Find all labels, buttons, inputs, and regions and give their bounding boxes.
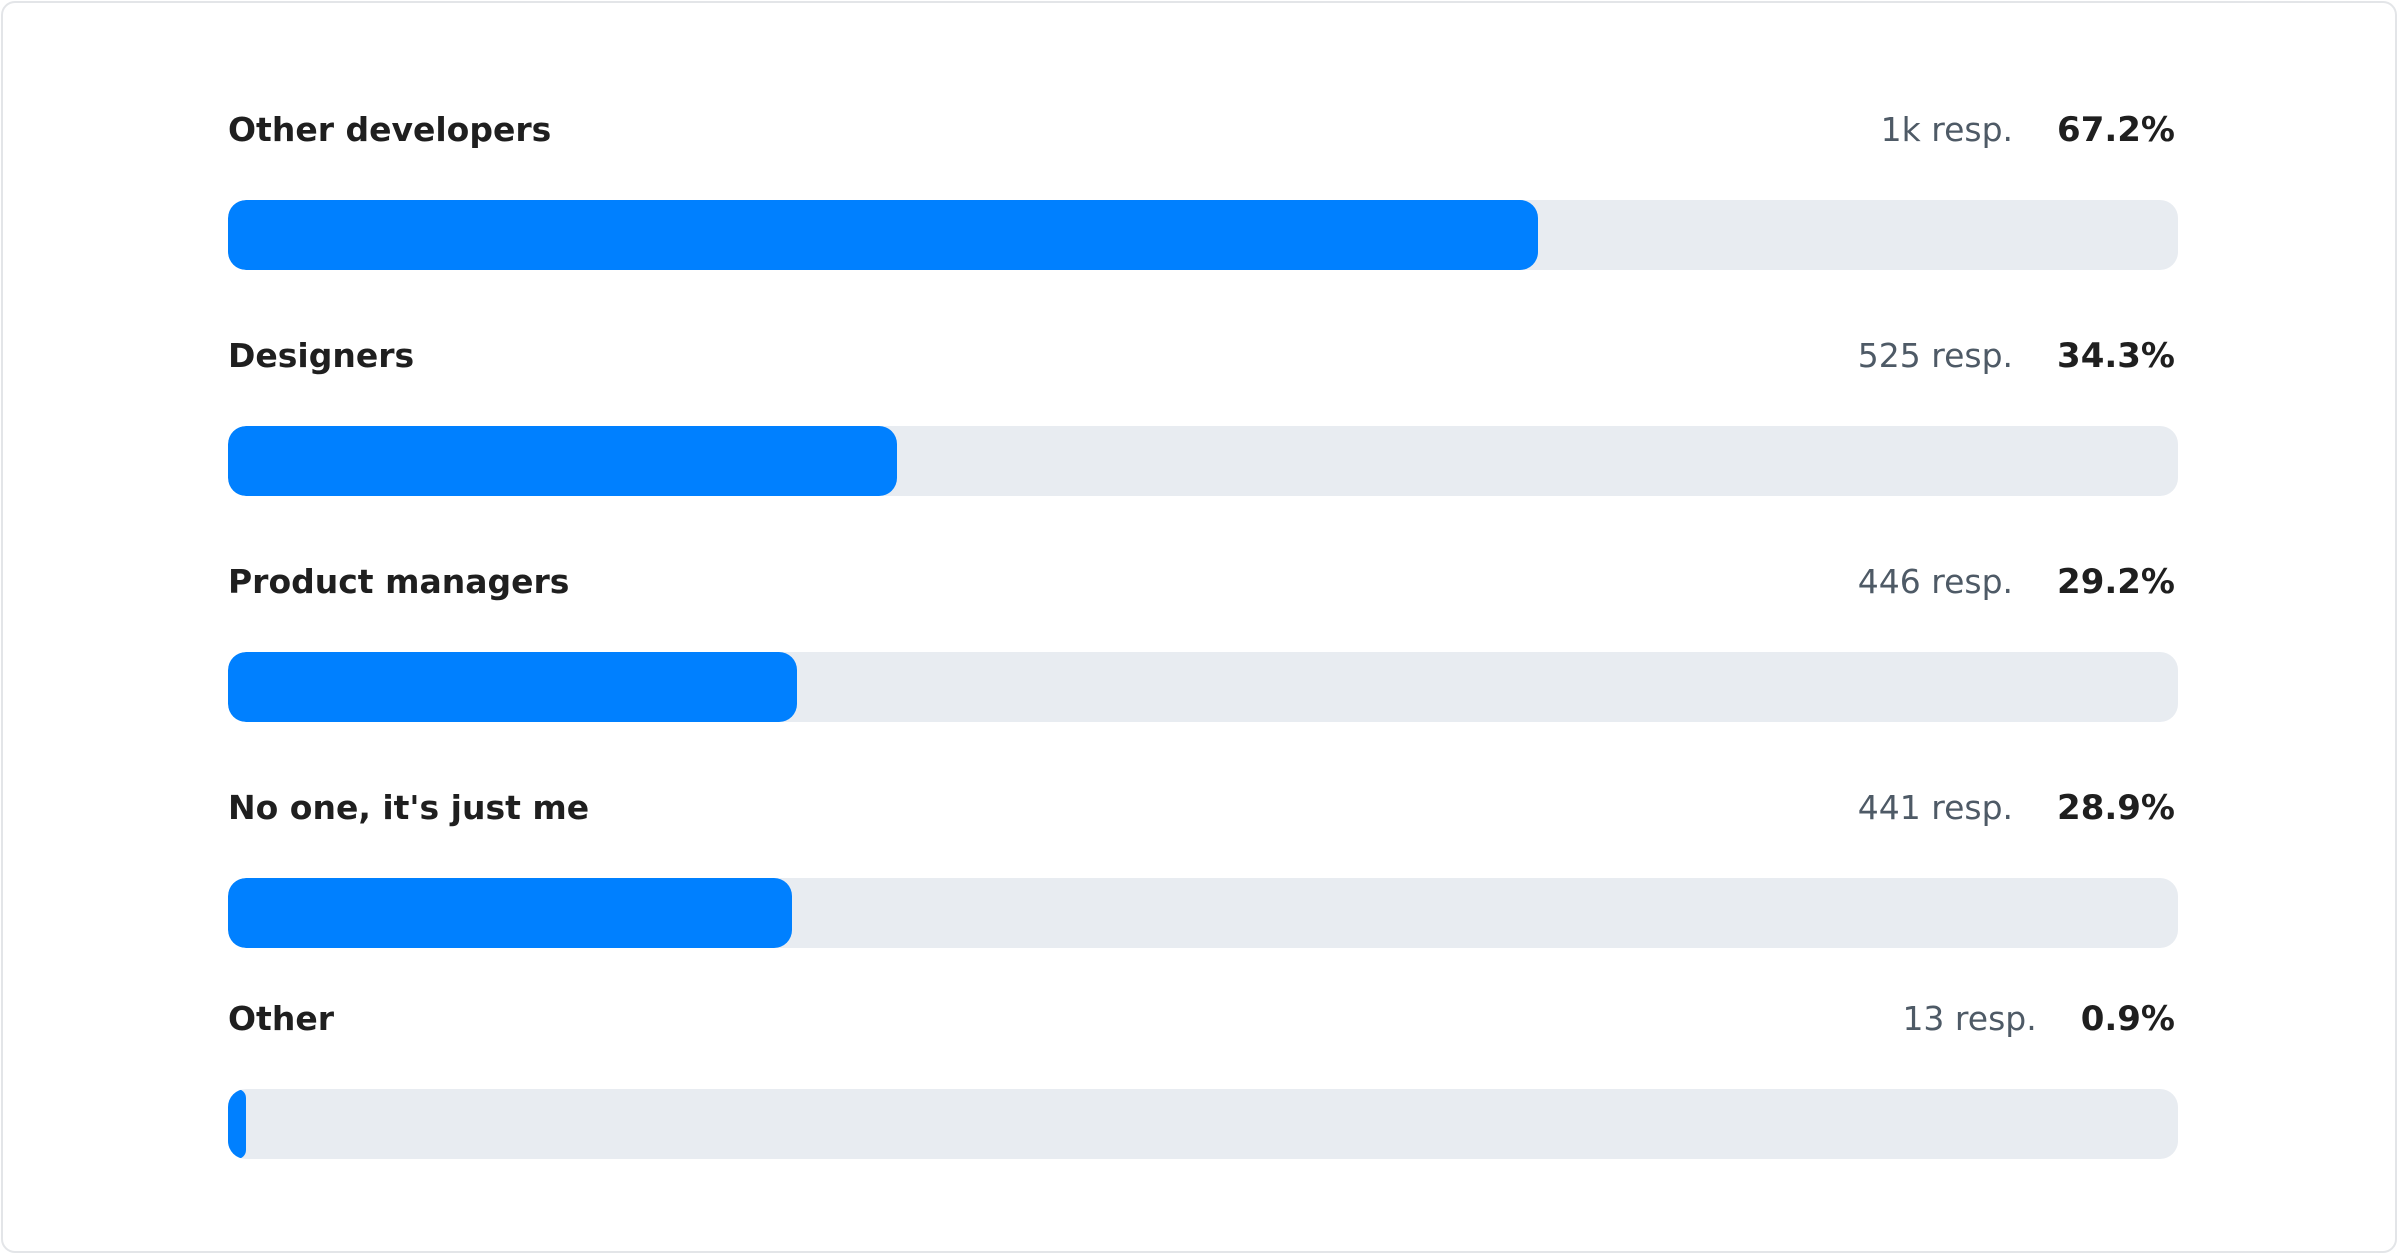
- bar-track: [228, 426, 2178, 496]
- percent-label: 67.2%: [2057, 110, 2175, 150]
- bar-meta: 446 resp. 29.2%: [1858, 558, 2175, 612]
- bar-row: Designers 525 resp. 34.3%: [228, 332, 2178, 496]
- bar-track: [228, 200, 2178, 270]
- bar-fill: [228, 1089, 246, 1159]
- bar-meta: 13 resp. 0.9%: [1902, 995, 2175, 1049]
- bar-fill: [228, 200, 1539, 270]
- percent-label: 28.9%: [2057, 788, 2175, 828]
- category-label: Other developers: [228, 110, 552, 149]
- bar-fill: [228, 652, 798, 722]
- category-label: Designers: [228, 336, 415, 375]
- percent-label: 0.9%: [2080, 999, 2175, 1039]
- bar-row: No one, it's just me 441 resp. 28.9%: [228, 784, 2178, 948]
- response-count: 13 resp.: [1902, 999, 2037, 1038]
- category-label: No one, it's just me: [228, 788, 590, 827]
- bar-meta: 441 resp. 28.9%: [1858, 784, 2175, 838]
- category-label: Product managers: [228, 562, 570, 601]
- bar-row: Other developers 1k resp. 67.2%: [228, 106, 2178, 270]
- bar-meta: 525 resp. 34.3%: [1858, 332, 2175, 386]
- bar-row: Product managers 446 resp. 29.2%: [228, 558, 2178, 722]
- bar-fill: [228, 878, 792, 948]
- response-count: 446 resp.: [1857, 562, 2014, 601]
- category-label: Other: [228, 999, 334, 1038]
- bar-track: [228, 652, 2178, 722]
- bar-track: [228, 878, 2178, 948]
- percent-label: 34.3%: [2057, 336, 2175, 376]
- bar-fill: [228, 426, 897, 496]
- percent-label: 29.2%: [2057, 562, 2175, 602]
- bar-meta: 1k resp. 67.2%: [1881, 106, 2175, 160]
- response-count: 525 resp.: [1857, 336, 2014, 375]
- bar-row: Other 13 resp. 0.9%: [228, 995, 2178, 1159]
- response-count: 441 resp.: [1857, 788, 2014, 827]
- response-count: 1k resp.: [1880, 110, 2014, 149]
- bar-track: [228, 1089, 2178, 1159]
